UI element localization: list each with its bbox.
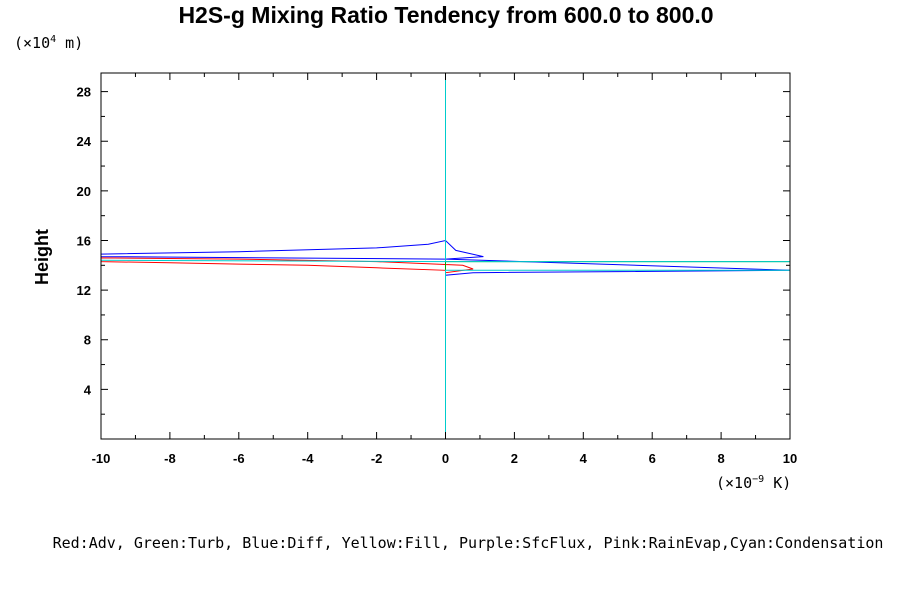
series-line-turb xyxy=(445,73,790,439)
x-tick-label: 6 xyxy=(649,451,656,466)
series-line-diff xyxy=(100,73,791,439)
x-tick-label: -10 xyxy=(92,451,111,466)
x-tick-label: 10 xyxy=(783,451,797,466)
chart-title: H2S-g Mixing Ratio Tendency from 600.0 t… xyxy=(178,2,713,28)
x-unit-exponent: −9 xyxy=(752,474,764,485)
x-tick-label: 2 xyxy=(511,451,518,466)
series-line-adv xyxy=(100,73,474,439)
x-tick-label: 4 xyxy=(580,451,588,466)
x-unit-suffix: K) xyxy=(764,474,791,492)
y-tick-label: 8 xyxy=(84,333,91,348)
x-tick-label: 0 xyxy=(442,451,449,466)
y-tick-label: 4 xyxy=(84,382,92,397)
x-tick-label: -6 xyxy=(233,451,245,466)
series-line-condensation xyxy=(100,73,791,439)
series-layer xyxy=(100,73,791,439)
x-unit-prefix: (×10 xyxy=(716,474,752,492)
y-unit-suffix: m) xyxy=(56,34,83,52)
x-tick-label: -8 xyxy=(164,451,176,466)
y-tick-label: 12 xyxy=(77,283,91,298)
y-axis-label: Height xyxy=(32,229,52,285)
y-tick-label: 20 xyxy=(77,184,91,199)
x-tick-label: -4 xyxy=(302,451,314,466)
y-tick-label: 16 xyxy=(77,233,91,248)
x-tick-label: -2 xyxy=(371,451,383,466)
y-unit-prefix: (×10 xyxy=(14,34,50,52)
x-unit-label: (×10−9 K) xyxy=(716,474,791,492)
x-tick-label: 8 xyxy=(717,451,724,466)
y-tick-label: 24 xyxy=(77,134,92,149)
legend-text: Red:Adv, Green:Turb, Blue:Diff, Yellow:F… xyxy=(53,534,884,552)
y-unit-exponent: 4 xyxy=(50,34,56,45)
y-tick-label: 28 xyxy=(77,85,91,100)
y-unit-label: (×104 m) xyxy=(14,34,83,52)
